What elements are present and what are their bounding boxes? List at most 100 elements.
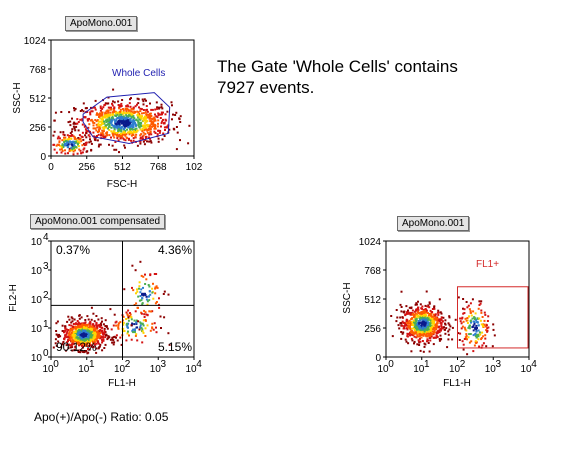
fl1-plus-gate[interactable]	[457, 286, 529, 349]
event-dot	[124, 125, 126, 128]
event-dot	[105, 334, 108, 337]
plot1-events	[52, 88, 191, 156]
event-dot	[157, 129, 160, 132]
event-dot	[480, 337, 483, 339]
event-dot	[445, 327, 448, 330]
plot3-title[interactable]: ApoMono.001	[397, 216, 470, 231]
event-dot	[59, 335, 62, 338]
event-dot	[130, 139, 132, 142]
event-dot	[143, 143, 146, 146]
event-dot	[439, 334, 442, 337]
y-tick-label: 512	[29, 94, 46, 105]
event-dot	[142, 294, 145, 297]
event-dot	[80, 152, 83, 155]
event-dot	[404, 338, 407, 341]
event-dot	[73, 109, 76, 112]
x-tick-label: 102	[186, 162, 203, 173]
event-dot	[110, 136, 112, 139]
event-dot	[113, 136, 116, 139]
event-dot	[52, 134, 55, 137]
event-dot	[76, 142, 79, 145]
event-dot	[118, 151, 120, 154]
event-dot	[426, 340, 428, 343]
event-dot	[414, 322, 417, 324]
plot1-title[interactable]: ApoMono.001	[65, 16, 138, 31]
event-dot	[132, 116, 135, 119]
event-dot	[418, 327, 421, 330]
event-dot	[152, 282, 154, 285]
event-dot	[150, 310, 153, 313]
event-dot	[118, 128, 121, 130]
event-dot	[71, 117, 73, 120]
event-dot	[112, 336, 115, 339]
event-dot	[124, 112, 127, 115]
event-dot	[158, 107, 161, 110]
event-dot	[76, 152, 79, 155]
event-dot	[88, 123, 91, 126]
event-dot	[163, 122, 166, 125]
event-dot	[116, 339, 119, 342]
event-dot	[103, 126, 106, 129]
event-dot	[463, 312, 466, 314]
event-dot	[144, 273, 146, 276]
event-dot	[411, 324, 414, 326]
event-dot	[67, 332, 70, 335]
event-dot	[102, 323, 105, 326]
plot2[interactable]: 10 0 10 1 10 2 10 3 10 410 010 110 210 310 4 0.37% 4.3…	[8, 232, 202, 389]
event-dot	[421, 305, 424, 308]
event-dot	[400, 331, 403, 333]
event-dot	[88, 141, 91, 144]
event-dot	[83, 339, 86, 342]
event-dot	[441, 327, 444, 330]
event-dot	[409, 321, 412, 324]
event-dot	[146, 324, 149, 327]
event-dot	[122, 108, 124, 110]
event-dot	[76, 339, 79, 342]
event-dot	[415, 319, 417, 322]
event-dot	[136, 288, 138, 291]
event-dot	[128, 334, 130, 337]
event-dot	[70, 321, 73, 324]
event-dot	[140, 121, 142, 124]
whole-cells-gate[interactable]	[82, 92, 171, 145]
event-dot	[109, 338, 112, 341]
event-dot	[54, 338, 57, 341]
plot2-ylabel: FL2-H	[8, 284, 19, 312]
plot2-title[interactable]: ApoMono.001 compensated	[30, 214, 166, 229]
event-dot	[65, 328, 68, 331]
event-dot	[140, 312, 143, 315]
event-dot	[71, 334, 74, 337]
event-dot	[108, 121, 111, 124]
event-dot	[93, 342, 96, 345]
x-tick-label: 256	[78, 162, 95, 173]
event-dot	[468, 327, 471, 330]
event-dot	[104, 343, 107, 346]
event-dot	[90, 327, 93, 330]
event-dot	[68, 111, 71, 114]
event-dot	[72, 153, 75, 156]
event-dot	[124, 119, 127, 122]
event-dot	[141, 129, 144, 131]
event-dot	[137, 124, 140, 127]
event-dot	[137, 113, 139, 116]
event-dot	[415, 302, 418, 305]
event-dot	[418, 331, 421, 333]
event-dot	[140, 117, 143, 120]
event-dot	[90, 336, 93, 339]
event-dot	[434, 336, 437, 339]
event-dot	[160, 125, 162, 128]
event-dot	[130, 107, 133, 110]
event-dot	[165, 119, 168, 122]
event-dot	[425, 330, 428, 333]
event-dot	[427, 332, 430, 335]
event-dot	[109, 114, 112, 117]
event-dot	[123, 127, 125, 130]
event-dot	[144, 124, 147, 127]
event-dot	[109, 118, 111, 121]
event-dot	[55, 144, 58, 147]
event-dot	[467, 326, 470, 329]
event-dot	[468, 325, 471, 328]
event-dot	[416, 314, 419, 317]
